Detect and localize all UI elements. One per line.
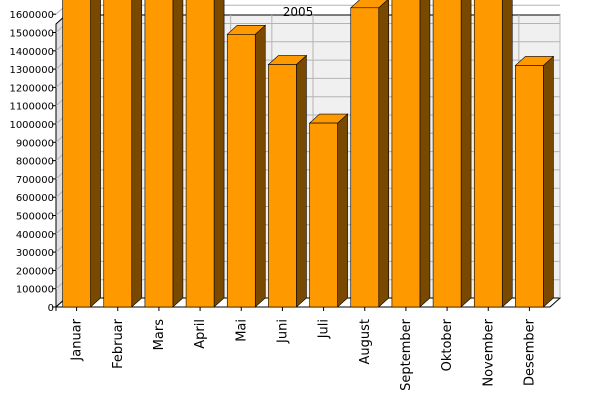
bar	[144, 0, 184, 308]
bar	[308, 113, 349, 308]
y-tick-label: 1200000	[9, 83, 54, 94]
bar-side	[131, 0, 143, 308]
bar-side	[501, 0, 513, 308]
chart-title: 2005	[283, 5, 314, 19]
bar-side	[296, 54, 307, 308]
x-tick-label: Januar	[70, 318, 85, 361]
x-tick-label: Juni	[275, 319, 290, 344]
y-tick-label: 1000000	[9, 120, 54, 131]
x-tick-label: September	[399, 318, 414, 391]
bar-front	[62, 0, 91, 308]
bar-front	[473, 0, 503, 308]
y-tick-label: 900000	[16, 138, 54, 149]
x-tick-label: Juli	[317, 319, 332, 339]
bar-front	[144, 0, 174, 308]
bars	[62, 0, 555, 308]
bar-side	[460, 0, 472, 308]
bar-side	[337, 113, 348, 308]
bar-side	[543, 55, 554, 308]
x-tick-label: Mai	[234, 319, 249, 342]
bar	[432, 0, 472, 308]
y-tick-label: 1400000	[9, 47, 54, 58]
y-tick-label: 700000	[16, 175, 54, 186]
bar-front	[103, 0, 133, 308]
bar	[226, 24, 267, 308]
bar	[185, 0, 225, 308]
x-axis: Januar Februar Mars April Mai Juni Juli August S…	[70, 307, 537, 391]
x-tick-label: Mars	[152, 319, 167, 351]
bar-side	[213, 0, 225, 308]
bar	[103, 0, 143, 308]
x-tick-label: Oktober	[440, 318, 455, 371]
bar-side	[90, 0, 101, 308]
x-tick-label: Februar	[111, 318, 126, 369]
bar	[391, 0, 431, 308]
bar-front	[226, 34, 256, 308]
bar-front	[185, 0, 215, 308]
bar	[514, 55, 555, 308]
y-tick-label: 1600000	[9, 10, 54, 21]
y-tick-label: 0	[48, 303, 54, 314]
y-tick-label: 500000	[16, 212, 54, 223]
y-tick-label: 600000	[16, 193, 54, 204]
x-tick-label: November	[481, 318, 496, 386]
y-tick-label: 200000	[16, 266, 54, 277]
x-tick-label: Desember	[522, 318, 537, 386]
y-tick-label: 300000	[16, 248, 54, 259]
y-tick-label: 400000	[16, 230, 54, 241]
bar-front	[350, 7, 380, 308]
bar	[473, 0, 513, 308]
bar-side	[254, 24, 266, 308]
bar	[267, 54, 308, 308]
y-tick-label: 1500000	[9, 29, 54, 40]
bar-side	[378, 0, 390, 308]
y-tick-label: 1100000	[9, 102, 54, 113]
x-tick-label: August	[358, 319, 373, 365]
bar-front	[432, 0, 462, 308]
y-tick-label: 1300000	[9, 65, 54, 76]
bar-side	[172, 0, 184, 308]
y-axis: 0 100000 200000 300000 400000 500000 600000 700…	[9, 0, 550, 314]
y-tick-label: 1700000	[9, 0, 54, 3]
bar-front	[515, 65, 544, 308]
bar-front	[309, 122, 338, 308]
bar	[62, 0, 101, 308]
bar-front	[268, 64, 297, 308]
y-tick-label: 800000	[16, 157, 54, 168]
bar-side	[419, 0, 431, 308]
x-tick-label: April	[193, 319, 208, 349]
y-tick-label: 100000	[16, 285, 54, 296]
bar-front	[391, 0, 421, 308]
bar	[349, 0, 390, 308]
